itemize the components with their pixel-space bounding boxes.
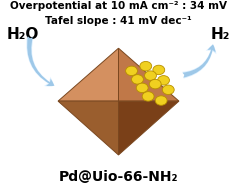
Circle shape xyxy=(149,79,161,89)
Circle shape xyxy=(162,85,174,94)
Polygon shape xyxy=(58,48,118,101)
Circle shape xyxy=(136,83,148,93)
Text: H₂O: H₂O xyxy=(7,26,40,42)
Polygon shape xyxy=(118,48,179,101)
Circle shape xyxy=(132,75,143,84)
FancyArrowPatch shape xyxy=(27,36,54,86)
Circle shape xyxy=(140,61,152,71)
Circle shape xyxy=(142,92,154,101)
FancyArrowPatch shape xyxy=(26,36,54,87)
Circle shape xyxy=(126,66,137,76)
FancyArrowPatch shape xyxy=(182,44,215,78)
Circle shape xyxy=(158,76,169,85)
Text: Tafel slope : 41 mV dec⁻¹: Tafel slope : 41 mV dec⁻¹ xyxy=(45,16,192,26)
Circle shape xyxy=(155,96,167,105)
Polygon shape xyxy=(118,101,179,155)
Circle shape xyxy=(153,65,165,75)
Polygon shape xyxy=(58,101,118,155)
Circle shape xyxy=(145,71,156,80)
Text: Pd@Uio-66-NH₂: Pd@Uio-66-NH₂ xyxy=(59,170,178,184)
FancyArrowPatch shape xyxy=(182,44,216,79)
Text: H₂: H₂ xyxy=(210,26,230,42)
Text: Overpotential at 10 mA cm⁻² : 34 mV: Overpotential at 10 mA cm⁻² : 34 mV xyxy=(10,1,227,11)
